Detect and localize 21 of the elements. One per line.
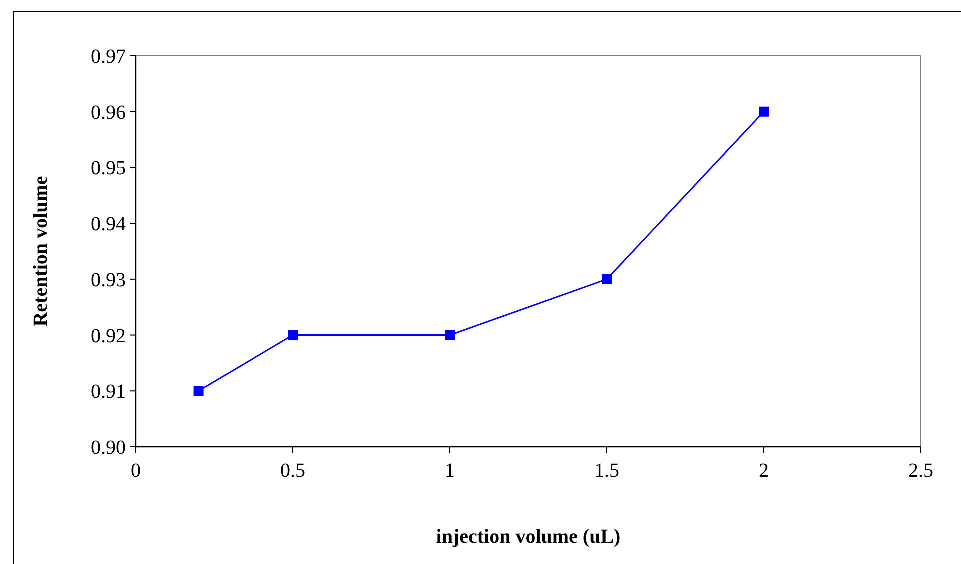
x-tick-label: 0.5 [280, 460, 306, 482]
y-tick-label: 0.90 [91, 437, 126, 459]
y-tick-label: 0.97 [91, 46, 126, 68]
point [759, 106, 769, 117]
x-tick-label: 1.5 [594, 460, 620, 482]
x-tick-label: 0 [131, 460, 141, 482]
y-tick-label: 0.92 [91, 325, 126, 348]
x-tick-label: 2.5 [908, 460, 934, 482]
x-axis-title: injection volume (uL) [436, 526, 621, 548]
y-tick-label: 0.95 [91, 158, 126, 180]
point [602, 274, 612, 284]
point [194, 386, 204, 396]
y-tick-label: 0.96 [91, 102, 126, 124]
x-tick-label: 1 [445, 460, 455, 482]
x-tick-label: 2 [759, 460, 769, 482]
point [288, 330, 298, 340]
y-tick-label: 0.91 [91, 381, 126, 404]
y-axis-title: Retention volume [30, 176, 52, 327]
y-tick-label: 0.94 [91, 214, 126, 236]
point [445, 330, 455, 340]
y-tick-label: 0.93 [91, 269, 126, 292]
